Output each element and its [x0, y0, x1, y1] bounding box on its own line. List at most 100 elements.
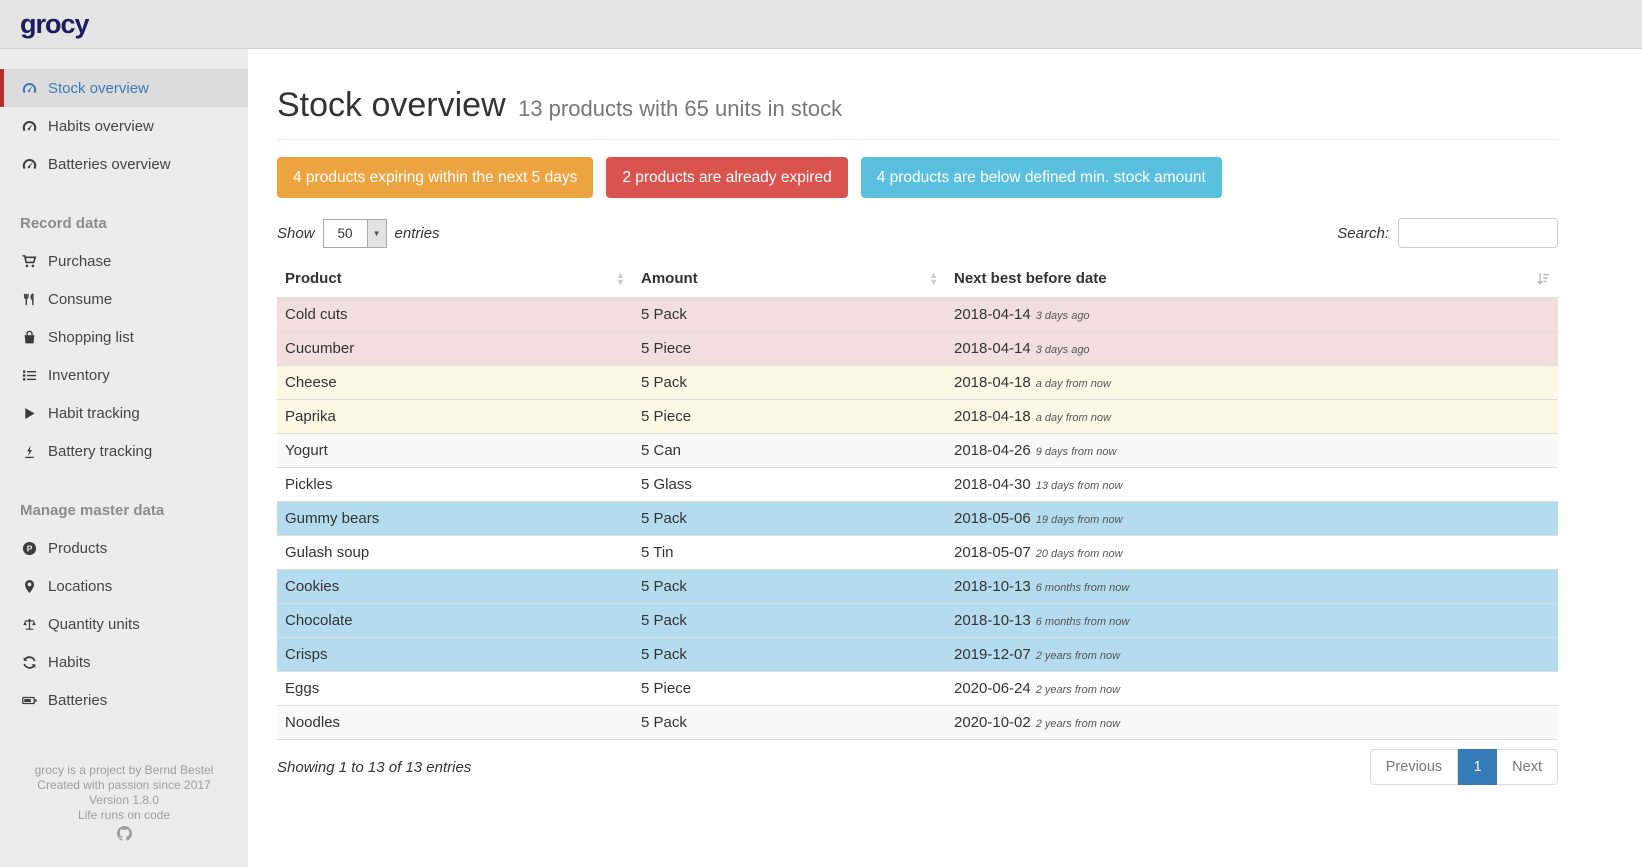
best-before-relative: a day from now [1035, 412, 1111, 424]
entries-label: entries [394, 224, 440, 242]
page-length-select[interactable]: 50 ▼ [322, 218, 387, 248]
table-row[interactable]: Pickles 5 Glass 2018-04-30 13 days from now [277, 467, 1558, 502]
amount-cell: 5 Pack [633, 501, 946, 536]
bag-icon [20, 330, 39, 345]
sort-value-cell [1524, 569, 1558, 604]
page-length-value: 50 [337, 225, 353, 241]
sidebar-item-label: Shopping list [48, 328, 134, 346]
table-row[interactable]: Crisps 5 Pack 2019-12-07 2 years from now [277, 637, 1558, 672]
amount-cell: 5 Pack [633, 637, 946, 672]
github-icon[interactable] [0, 826, 248, 841]
table-row[interactable]: Gulash soup 5 Tin 2018-05-07 20 days from n… [277, 535, 1558, 570]
sidebar-item-purchase[interactable]: Purchase [0, 242, 248, 280]
main-content: Stock overview 13 products with 65 units… [248, 49, 1642, 867]
table-row[interactable]: Gummy bears 5 Pack 2018-05-06 19 days from … [277, 501, 1558, 536]
alerts-row: 4 products expiring within the next 5 da… [277, 157, 1558, 198]
search-control: Search: [1337, 218, 1558, 248]
best-before-relative: 6 months from now [1035, 582, 1130, 594]
product-cell: Yogurt [277, 433, 633, 468]
alert-button-2[interactable]: 4 products are below defined min. stock … [860, 157, 1222, 198]
table-row[interactable]: Noodles 5 Pack 2020-10-02 2 years from now [277, 705, 1558, 740]
product-cell: Noodles [277, 705, 633, 740]
table-row[interactable]: Cheese 5 Pack 2018-04-18 a day from now [277, 365, 1558, 400]
best-before-date: 2018-10-13 [954, 578, 1031, 595]
amount-cell: 5 Glass [633, 467, 946, 502]
sidebar-item-quantity-units[interactable]: Quantity units [0, 605, 248, 643]
svg-text:P: P [27, 543, 33, 553]
sidebar-item-batteries-overview[interactable]: Batteries overview [0, 145, 248, 183]
best-before-cell: 2018-04-18 a day from now [946, 365, 1524, 400]
table-row[interactable]: Chocolate 5 Pack 2018-10-13 6 months from n… [277, 603, 1558, 638]
sidebar-item-inventory[interactable]: Inventory [0, 356, 248, 394]
sidebar-item-label: Habits [48, 653, 91, 671]
sidebar-footer-line: grocy is a project by Bernd Bestel [34, 763, 214, 777]
gauge-icon [20, 157, 39, 172]
best-before-relative: 2 years from now [1035, 718, 1121, 730]
previous-page-button[interactable]: Previous [1369, 749, 1459, 785]
sidebar: Stock overview Habits overview Batteries o… [0, 49, 248, 867]
table-row[interactable]: Paprika 5 Piece 2018-04-18 a day from now [277, 399, 1558, 434]
sidebar-footer: grocy is a project by Bernd Bestel Create… [0, 763, 248, 841]
best-before-cell: 2018-04-14 3 days ago [946, 297, 1524, 332]
column-header-amount[interactable]: Amount ▲ ▼ [641, 269, 938, 287]
show-label: Show [277, 224, 315, 242]
page-1-button[interactable]: 1 [1458, 749, 1498, 785]
sidebar-item-label: Batteries overview [48, 155, 171, 173]
table-row[interactable]: Eggs 5 Piece 2020-06-24 2 years from now [277, 671, 1558, 706]
sort-value-cell [1524, 433, 1558, 468]
sort-value-cell [1524, 467, 1558, 502]
alert-button-1[interactable]: 2 products are already expired [606, 157, 848, 198]
product-cell: Crisps [277, 637, 633, 672]
sidebar-section-header: Record data [20, 214, 107, 232]
best-before-cell: 2018-04-26 9 days from now [946, 433, 1524, 468]
sidebar-nav: Stock overview Habits overview Batteries o… [0, 49, 248, 719]
product-cell: Cucumber [277, 331, 633, 366]
sidebar-item-batteries[interactable]: Batteries [0, 681, 248, 719]
best-before-date: 2018-05-07 [954, 544, 1031, 561]
best-before-cell: 2020-06-24 2 years from now [946, 671, 1524, 706]
best-before-date: 2020-06-24 [954, 680, 1031, 697]
column-header-next-best-before-date[interactable]: Next best before date [954, 270, 1107, 287]
sidebar-item-locations[interactable]: Locations [0, 567, 248, 605]
charging-icon [20, 444, 39, 459]
table-row[interactable]: Yogurt 5 Can 2018-04-26 9 days from now [277, 433, 1558, 468]
sidebar-item-shopping-list[interactable]: Shopping list [0, 318, 248, 356]
best-before-date: 2018-04-14 [954, 340, 1031, 357]
sidebar-item-habit-tracking[interactable]: Habit tracking [0, 394, 248, 432]
sidebar-item-stock-overview[interactable]: Stock overview [0, 69, 248, 107]
stock-table: Product ▲ ▼ Amount ▲ ▼ Next best before da… [277, 260, 1558, 740]
best-before-cell: 2019-12-07 2 years from now [946, 637, 1524, 672]
best-before-date: 2018-10-13 [954, 612, 1031, 629]
column-header-product[interactable]: Product ▲ ▼ [285, 269, 625, 287]
sort-value-cell [1524, 535, 1558, 570]
product-cell: Cold cuts [277, 297, 633, 332]
product-cell: Gummy bears [277, 501, 633, 536]
sort-value-cell [1524, 603, 1558, 638]
product-cell: Gulash soup [277, 535, 633, 570]
sidebar-item-battery-tracking[interactable]: Battery tracking [0, 432, 248, 470]
sort-both-icon: ▲ ▼ [616, 269, 625, 287]
app-logo[interactable]: grocy [20, 8, 90, 39]
amount-cell: 5 Pack [633, 569, 946, 604]
amount-cell: 5 Can [633, 433, 946, 468]
sidebar-item-label: Battery tracking [48, 442, 153, 460]
battery-icon [20, 693, 39, 708]
sidebar-item-products[interactable]: P Products [0, 529, 248, 567]
table-row[interactable]: Cookies 5 Pack 2018-10-13 6 months from now [277, 569, 1558, 604]
product-cell: Pickles [277, 467, 633, 502]
product-cell: Paprika [277, 399, 633, 434]
table-row[interactable]: Cold cuts 5 Pack 2018-04-14 3 days ago [277, 297, 1558, 332]
sidebar-item-habits-overview[interactable]: Habits overview [0, 107, 248, 145]
sidebar-item-habits[interactable]: Habits [0, 643, 248, 681]
next-page-button[interactable]: Next [1497, 749, 1558, 785]
alert-button-0[interactable]: 4 products expiring within the next 5 da… [277, 157, 594, 198]
best-before-date: 2018-04-14 [954, 306, 1031, 323]
search-input[interactable] [1398, 218, 1558, 248]
top-bar: grocy [0, 0, 1642, 49]
table-row[interactable]: Cucumber 5 Piece 2018-04-14 3 days ago [277, 331, 1558, 366]
best-before-relative: 20 days from now [1035, 548, 1123, 560]
column-header-sort[interactable] [1524, 260, 1558, 298]
sidebar-item-consume[interactable]: Consume [0, 280, 248, 318]
best-before-relative: 13 days from now [1035, 480, 1123, 492]
best-before-relative: 3 days ago [1035, 344, 1090, 356]
